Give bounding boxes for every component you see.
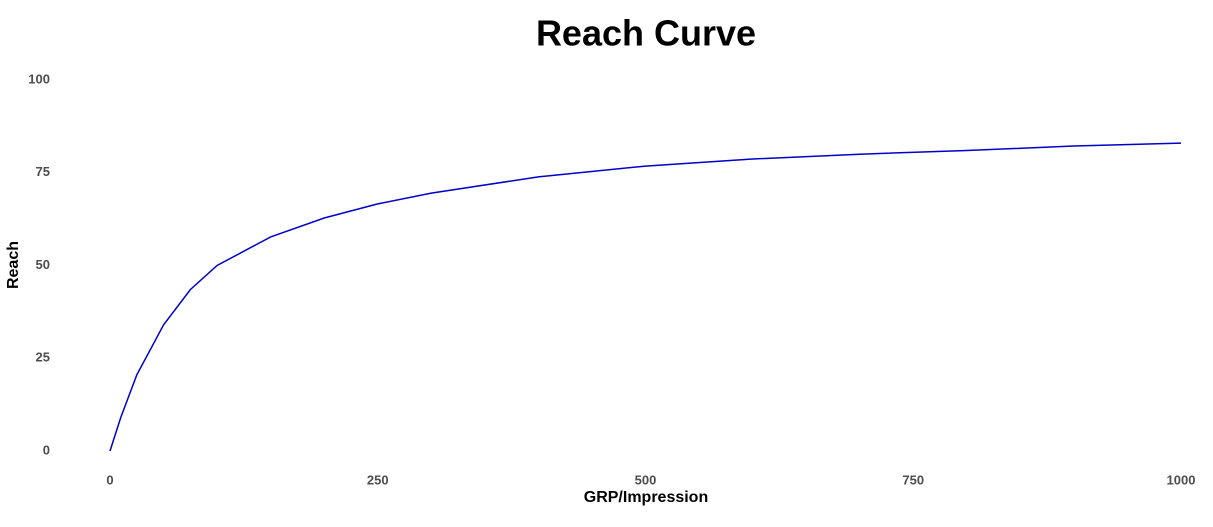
y-axis-title: Reach bbox=[5, 241, 22, 289]
chart-title: Reach Curve bbox=[536, 13, 756, 54]
y-tick-label: 50 bbox=[36, 257, 50, 272]
y-tick-label: 25 bbox=[36, 350, 50, 365]
x-tick-label: 1000 bbox=[1167, 472, 1196, 487]
line bbox=[109, 142, 1182, 452]
x-tick-label: 500 bbox=[635, 472, 657, 487]
y-tick-label: 0 bbox=[43, 442, 50, 457]
x-tick-label: 0 bbox=[106, 472, 113, 487]
y-tick-label: 100 bbox=[28, 71, 50, 86]
y-tick-label: 75 bbox=[36, 164, 50, 179]
x-tick-label: 250 bbox=[367, 472, 389, 487]
x-axis-title: GRP/Impression bbox=[584, 489, 708, 506]
x-tick-label: 750 bbox=[902, 472, 924, 487]
